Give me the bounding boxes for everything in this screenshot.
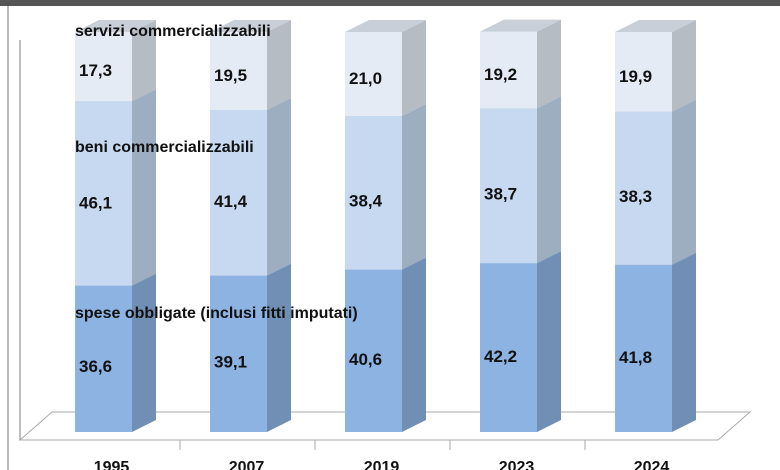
bar-side xyxy=(267,263,291,432)
series-label: spese obbligate (inclusi fitti imputati) xyxy=(75,305,358,322)
bar-side xyxy=(402,257,426,432)
bar-side xyxy=(402,20,426,116)
value-label: 41,4 xyxy=(214,192,248,211)
value-label: 19,5 xyxy=(214,66,247,85)
value-label: 39,1 xyxy=(214,353,247,372)
bar-segment-2023-2 xyxy=(480,19,561,109)
bar-segment-2019-0 xyxy=(345,257,426,432)
bar-segment-2019-2 xyxy=(345,20,426,116)
bar-segment-2023-1 xyxy=(480,96,561,264)
bar-side xyxy=(132,20,156,102)
bar-side xyxy=(537,96,561,264)
bar-segment-1995-1 xyxy=(75,89,156,286)
bar-side xyxy=(537,251,561,432)
bar-front xyxy=(75,285,132,432)
bar-top xyxy=(345,20,426,32)
value-label: 21,0 xyxy=(349,69,382,88)
bar-front xyxy=(480,263,537,432)
bar-front xyxy=(210,275,267,432)
bar-top xyxy=(480,19,561,32)
bar-front xyxy=(345,32,402,116)
bar-side xyxy=(402,104,426,270)
x-tick-label: 2019 xyxy=(364,459,400,470)
bar-segment-2019-1 xyxy=(345,104,426,270)
bar-side xyxy=(132,89,156,286)
bar-front xyxy=(615,264,672,432)
bar-front xyxy=(210,110,267,276)
bar-segment-2007-2 xyxy=(210,20,291,110)
top-border xyxy=(0,0,780,6)
bar-side xyxy=(672,20,696,112)
bar-side xyxy=(537,19,561,109)
bar-side xyxy=(672,252,696,432)
value-label: 38,7 xyxy=(484,185,517,204)
value-label: 19,9 xyxy=(619,67,652,86)
bar-side xyxy=(672,99,696,265)
x-tick-label: 2024 xyxy=(634,459,670,470)
bar-segment-2024-2 xyxy=(615,20,696,112)
value-label: 38,4 xyxy=(349,191,383,210)
bar-segment-2024-1 xyxy=(615,99,696,265)
bar-front xyxy=(210,32,267,110)
bar-front xyxy=(480,108,537,264)
bar-segment-2007-0 xyxy=(210,263,291,432)
bar-top xyxy=(75,20,156,32)
bar-segment-1995-2 xyxy=(75,20,156,102)
bar-segment-2023-0 xyxy=(480,251,561,432)
value-label: 46,1 xyxy=(79,194,112,213)
bar-front xyxy=(345,269,402,432)
x-tick-label: 2007 xyxy=(229,459,265,470)
bar-front xyxy=(615,111,672,265)
bar-side xyxy=(132,273,156,432)
value-label: 36,6 xyxy=(79,357,112,376)
bar-segment-2007-1 xyxy=(210,98,291,276)
bar-segment-1995-0 xyxy=(75,273,156,432)
x-tick-label: 1995 xyxy=(94,459,130,470)
series-label: beni commercializzabili xyxy=(75,139,254,156)
bar-side xyxy=(267,20,291,110)
bar-front xyxy=(75,101,132,286)
value-label: 17,3 xyxy=(79,61,112,80)
value-label: 41,8 xyxy=(619,348,652,367)
bar-side xyxy=(267,98,291,276)
value-label: 19,2 xyxy=(484,65,517,84)
x-tick-label: 2023 xyxy=(499,459,535,470)
bar-front xyxy=(345,116,402,270)
value-label: 40,6 xyxy=(349,350,382,369)
bar-top xyxy=(615,20,696,32)
value-label: 38,3 xyxy=(619,187,652,206)
bar-front xyxy=(75,32,132,102)
bar-segment-2024-0 xyxy=(615,252,696,432)
bar-top xyxy=(210,20,291,32)
value-label: 42,2 xyxy=(484,347,517,366)
bar-front xyxy=(480,31,537,109)
bar-front xyxy=(615,32,672,112)
series-label: servizi commercializzabili xyxy=(75,23,271,40)
